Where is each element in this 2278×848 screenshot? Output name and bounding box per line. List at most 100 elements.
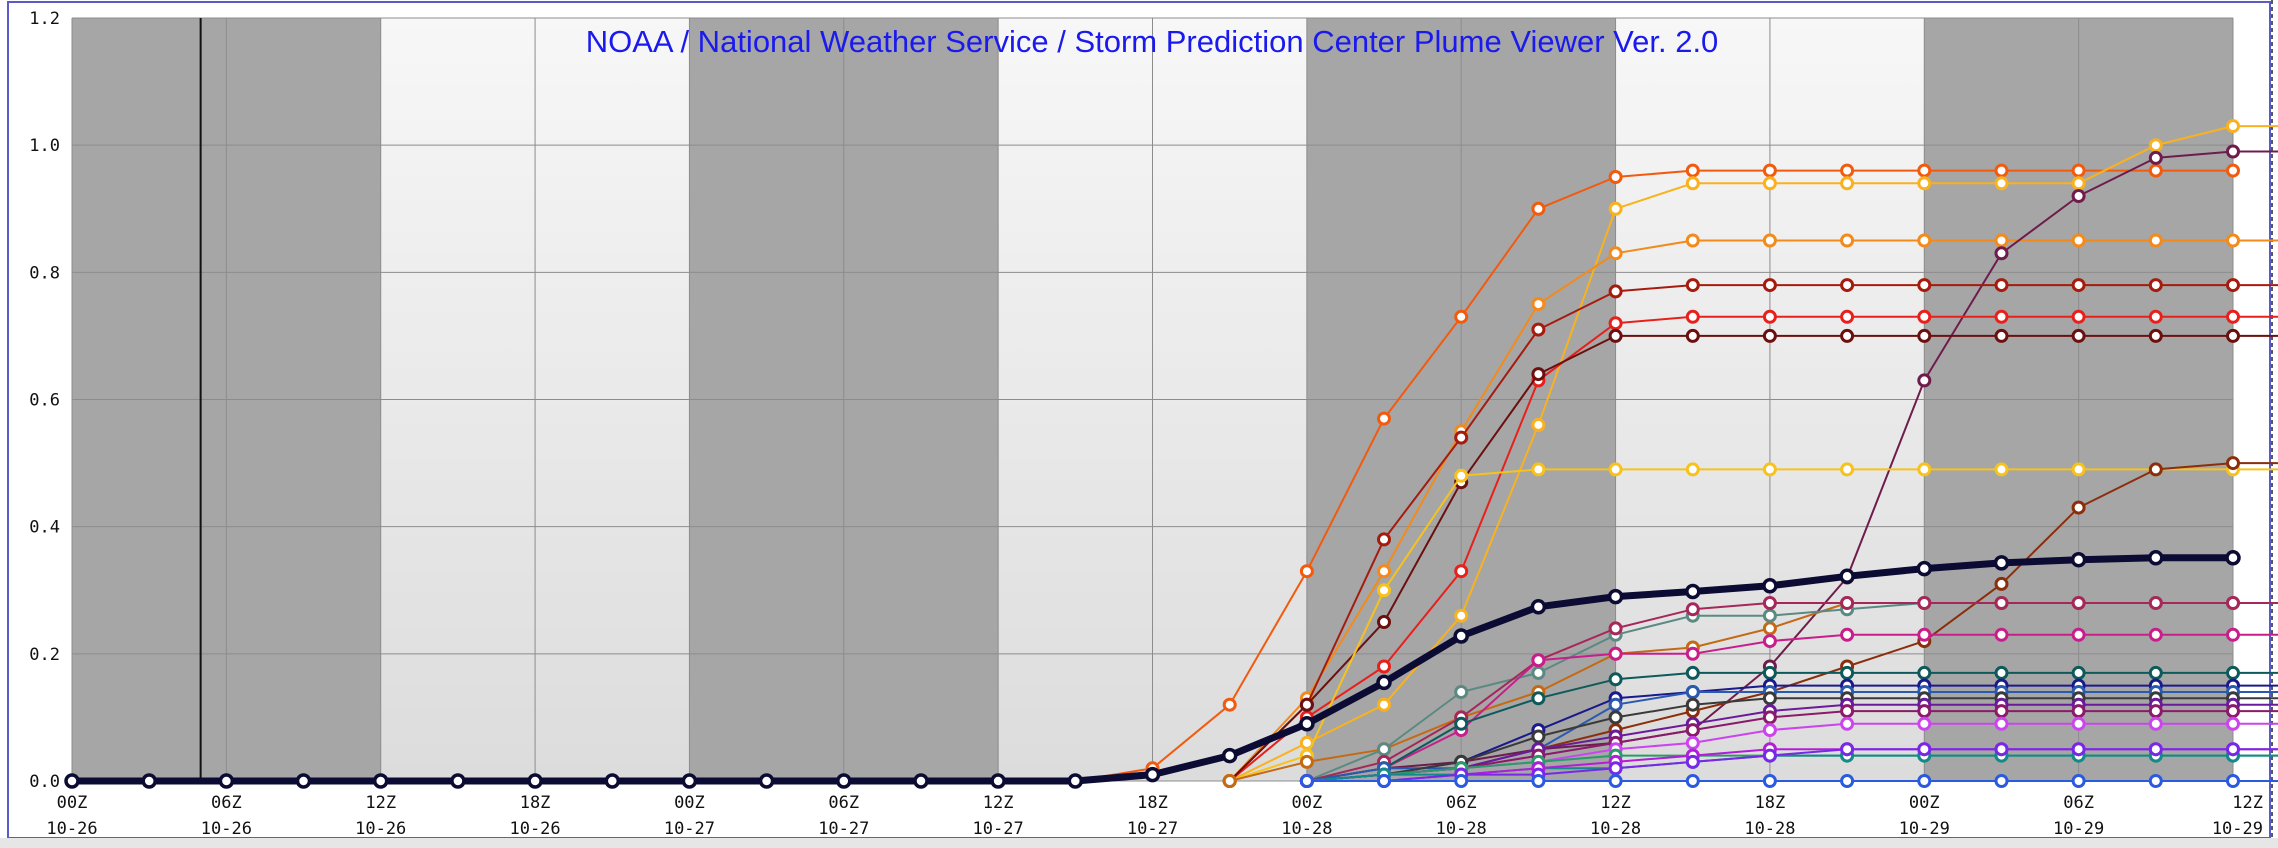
data-point [1377, 774, 1391, 788]
data-point [2071, 704, 2086, 719]
data-point [1685, 602, 1700, 617]
x-tick-hour: 00Z [1291, 793, 1322, 813]
data-point [1299, 774, 1314, 788]
data-point [1917, 176, 1932, 191]
data-point [1917, 596, 1932, 610]
data-point [1531, 367, 1546, 382]
series-member [1299, 596, 2278, 788]
mean-point [527, 773, 543, 789]
data-point [2071, 189, 2086, 203]
data-point [2071, 309, 2086, 324]
mean-point [1607, 588, 1624, 605]
data-point [2148, 774, 2163, 788]
data-point [2148, 596, 2163, 610]
series-member [1222, 328, 2278, 788]
x-tick-date: 10-26 [509, 819, 560, 839]
mean-point [681, 773, 698, 789]
data-point [2071, 627, 2086, 642]
data-point [2071, 596, 2086, 610]
mean-point [913, 773, 929, 789]
data-point [1685, 176, 1700, 191]
data-point [2226, 144, 2240, 159]
data-point [1994, 278, 2009, 293]
data-point [1685, 163, 1700, 178]
mean-point [1839, 568, 1855, 585]
mean-point [604, 773, 621, 789]
data-point [2071, 233, 2086, 248]
data-point [1840, 742, 1855, 757]
series-member [1222, 309, 2278, 788]
data-point [1917, 163, 1932, 178]
chart-title: NOAA / National Weather Service / Storm … [586, 24, 1719, 59]
x-tick-date: 10-28 [1436, 819, 1487, 839]
data-point [1994, 246, 2009, 261]
x-tick-date: 10-29 [2053, 819, 2104, 839]
data-point [1377, 742, 1391, 757]
data-point [1454, 774, 1469, 788]
series-line [1306, 684, 2278, 782]
data-point [2148, 309, 2163, 324]
data-point [1994, 774, 2009, 788]
data-point [1377, 615, 1391, 629]
data-point [1994, 742, 2009, 757]
x-tick-hour: 00Z [674, 793, 705, 813]
series-line [1306, 633, 2278, 782]
data-point [1531, 462, 1546, 477]
data-point [1685, 646, 1700, 661]
data-point [2226, 596, 2240, 610]
data-point [2226, 309, 2240, 324]
data-point [1608, 710, 1623, 725]
x-tick-hour: 00Z [1909, 793, 1940, 813]
data-point [1994, 627, 2009, 642]
data-point [1454, 608, 1469, 623]
x-tick-hour: 06Z [1446, 793, 1477, 813]
data-point [1994, 309, 2009, 324]
data-point [2226, 456, 2240, 471]
data-point [1222, 697, 1237, 712]
data-point [1762, 710, 1777, 725]
series-line [1306, 697, 2278, 782]
data-point [1377, 659, 1391, 674]
mean-point [990, 773, 1006, 789]
data-point [1608, 774, 1623, 788]
data-point [1917, 462, 1932, 477]
data-point [2226, 163, 2240, 178]
data-point [2148, 278, 2163, 293]
data-point [2071, 176, 2086, 191]
data-point [1377, 697, 1391, 712]
series-mean [64, 550, 2241, 789]
data-point [1685, 735, 1700, 750]
data-point [2148, 462, 2163, 477]
data-point [1685, 309, 1700, 324]
data-point [1608, 170, 1623, 184]
y-tick-label: 0.6 [29, 391, 60, 411]
y-tick-label: 0.4 [29, 518, 60, 538]
data-point [1994, 576, 2009, 591]
mean-point [295, 773, 312, 789]
x-tick-date: 10-26 [201, 819, 252, 839]
data-point [1608, 328, 1623, 343]
mean-point [1916, 560, 1933, 577]
x-tick-hour: 12Z [365, 793, 396, 813]
data-point [1840, 309, 1855, 324]
data-point [1840, 328, 1855, 343]
data-point [1840, 462, 1855, 477]
data-point [2226, 627, 2240, 642]
data-point [2071, 665, 2086, 680]
data-point [1377, 411, 1391, 426]
data-point [1840, 774, 1855, 788]
data-point [1994, 176, 2009, 191]
data-point [1454, 309, 1469, 324]
data-point [1994, 462, 2009, 477]
mean-point [1762, 578, 1778, 594]
mean-point [1299, 716, 1315, 732]
x-tick-date: 10-27 [818, 819, 869, 839]
x-tick-hour: 06Z [828, 793, 859, 813]
data-point [1377, 564, 1391, 579]
data-point [1840, 278, 1855, 293]
data-point [1685, 754, 1700, 769]
data-point [2148, 138, 2163, 153]
y-tick-label: 0.0 [29, 772, 60, 792]
data-point [2226, 119, 2240, 134]
data-point [1685, 462, 1700, 477]
